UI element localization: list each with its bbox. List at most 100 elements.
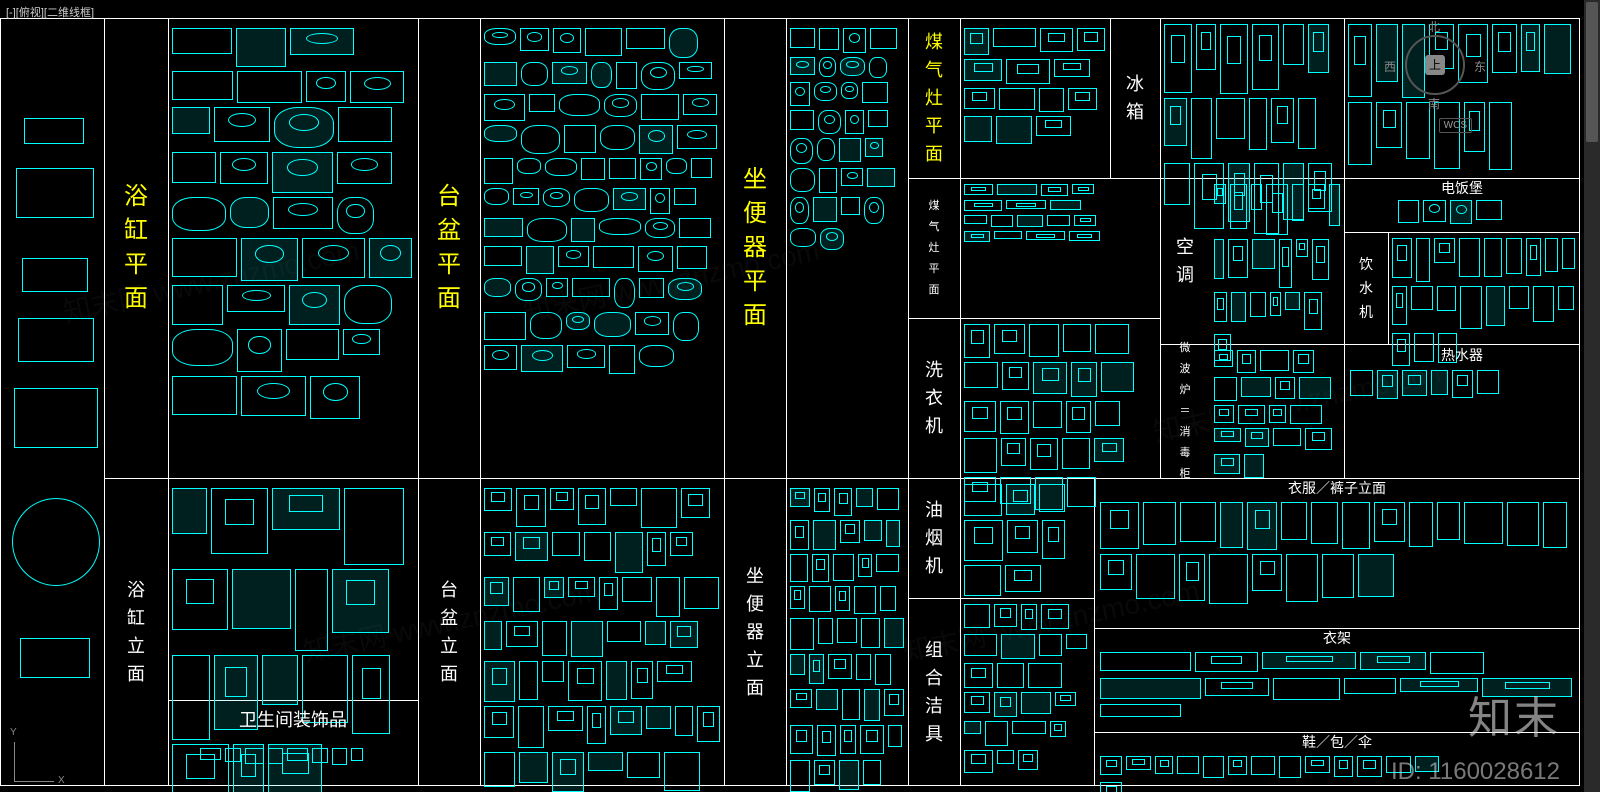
cad-block	[1072, 184, 1094, 194]
cad-block	[351, 748, 363, 761]
cad-block	[664, 752, 700, 791]
cad-block	[1482, 678, 1572, 697]
cad-block	[506, 621, 538, 647]
cad-block	[295, 569, 328, 651]
cad-block	[548, 706, 583, 731]
cad-block	[809, 586, 831, 612]
cad-block	[1489, 102, 1512, 170]
cad-block	[1214, 454, 1240, 474]
cad-block	[600, 125, 635, 150]
cad-block	[227, 285, 285, 312]
vertical-scrollbar[interactable]	[1584, 0, 1600, 792]
cad-block	[1544, 24, 1571, 74]
cad-block	[1228, 239, 1248, 278]
ucs-x-label: X	[58, 775, 65, 786]
cad-block	[306, 71, 346, 102]
cad-block	[964, 721, 981, 734]
cad-block	[790, 586, 805, 609]
block-library-toilet_elev	[790, 488, 904, 780]
cad-block	[1305, 756, 1330, 773]
cad-block	[1348, 24, 1372, 97]
block-library-toilet_plan	[790, 28, 904, 360]
cad-canvas[interactable]: 浴缸平面台盆平面坐便器平面煤气灶平面煤气灶平面洗衣机冰箱空调微波炉＝消毒柜电饭堡…	[0, 0, 1600, 792]
cad-block	[289, 285, 340, 325]
cad-block	[817, 138, 835, 161]
wcs-label[interactable]: WCS	[1439, 118, 1472, 133]
cad-block	[1543, 502, 1567, 548]
cad-block	[1007, 520, 1038, 553]
cad-block	[1042, 520, 1065, 559]
cad-block	[1358, 554, 1394, 597]
cad-block	[286, 329, 339, 360]
cad-block	[274, 107, 334, 148]
cad-block	[790, 197, 809, 224]
cad-block	[484, 345, 517, 370]
cad-block	[1012, 721, 1046, 734]
cad-block	[669, 28, 698, 58]
cad-block	[610, 706, 642, 735]
cad-block	[543, 188, 570, 207]
cad-block	[631, 661, 653, 699]
cad-block	[790, 228, 816, 247]
ucs-icon[interactable]: X Y	[14, 722, 74, 782]
cad-block	[884, 618, 904, 648]
cad-block	[1290, 405, 1322, 424]
cad-block	[841, 82, 858, 99]
cad-block	[237, 71, 302, 103]
cad-block	[999, 88, 1035, 110]
section-label-bathtub_elev: 浴缸立面	[104, 478, 168, 786]
section-label-aircon: 空调	[1160, 178, 1210, 344]
cad-block	[964, 28, 989, 55]
cad-block	[241, 376, 306, 416]
cad-block	[607, 621, 641, 642]
cad-block	[1068, 88, 1097, 110]
section-label-bathtub_plan: 浴缸平面	[104, 18, 168, 478]
cad-block	[211, 488, 268, 554]
cad-block	[1251, 756, 1275, 775]
cad-block	[369, 238, 412, 278]
cad-block	[869, 57, 887, 78]
cad-block	[1342, 502, 1370, 549]
cad-block	[613, 188, 646, 210]
cad-block	[484, 188, 509, 205]
cad-block	[1402, 370, 1427, 396]
scrollbar-thumb[interactable]	[1586, 2, 1598, 142]
section-label-dispenser: 饮水机	[1344, 232, 1388, 344]
cad-block	[513, 577, 540, 612]
cad-block	[964, 59, 1002, 81]
cad-block	[1214, 292, 1227, 322]
cad-block	[1437, 286, 1456, 311]
compass-top[interactable]: 上	[1425, 55, 1445, 75]
cad-block	[272, 152, 333, 193]
cad-block	[817, 725, 836, 756]
cad-block	[237, 329, 282, 372]
cad-block	[1450, 200, 1472, 224]
cad-block	[1230, 184, 1247, 229]
cad-block	[1322, 554, 1354, 598]
cad-block	[641, 62, 675, 90]
cad-block	[1251, 184, 1262, 210]
block-library-bathtub_plan	[172, 28, 414, 470]
view-cube[interactable]: 北 南 东 西 上	[1390, 20, 1480, 110]
cad-block	[609, 158, 636, 179]
block-library-microwave	[1214, 350, 1340, 474]
cad-block	[1275, 377, 1295, 399]
section-label-microwave: 微波炉＝消毒柜	[1160, 344, 1210, 478]
cad-block	[964, 324, 990, 358]
cad-block	[790, 760, 810, 792]
cad-block	[1021, 604, 1037, 630]
cad-block	[1018, 750, 1038, 770]
cad-block	[1437, 502, 1460, 540]
cad-block	[1164, 98, 1187, 146]
cad-block	[1298, 98, 1316, 149]
cad-block	[581, 158, 605, 180]
cad-block	[790, 654, 805, 675]
cad-block	[484, 752, 515, 787]
cad-block	[559, 94, 600, 116]
cad-block	[484, 125, 517, 142]
cad-block	[568, 661, 602, 701]
cad-block	[1177, 756, 1199, 774]
cad-block	[656, 577, 680, 617]
cad-block	[1066, 634, 1087, 649]
cad-block	[484, 246, 522, 266]
